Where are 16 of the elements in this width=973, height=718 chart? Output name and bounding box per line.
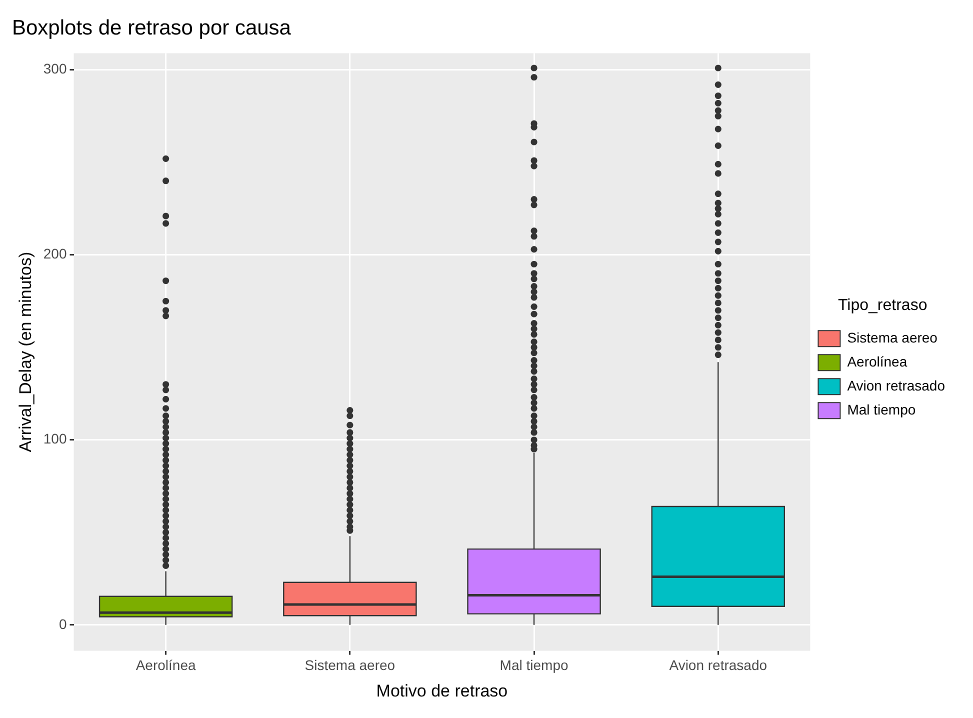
- legend-label: Mal tiempo: [847, 401, 916, 418]
- legend-label: Avion retrasado: [847, 377, 946, 394]
- y-tick-label: 0: [58, 616, 67, 632]
- x-tick-label: Sistema aereo: [304, 657, 396, 674]
- chart-title: Boxplots de retraso por causa: [12, 16, 292, 40]
- x-tick-label: Mal tiempo: [500, 657, 568, 674]
- legend-title: Tipo_retraso: [838, 296, 928, 314]
- y-axis-title: Arrival_Delay (en minutos): [16, 252, 35, 452]
- x-tick-label: Avion retrasado: [669, 657, 768, 674]
- x-axis-title: Motivo de retraso: [376, 681, 508, 700]
- y-tick-label: 200: [43, 246, 67, 262]
- y-tick-label: 300: [43, 60, 67, 77]
- legend-label: Aerolínea: [847, 353, 908, 370]
- x-tick-label: Aerolínea: [136, 657, 196, 674]
- y-tick-label: 100: [43, 430, 67, 447]
- legend-label: Sistema aereo: [847, 329, 938, 346]
